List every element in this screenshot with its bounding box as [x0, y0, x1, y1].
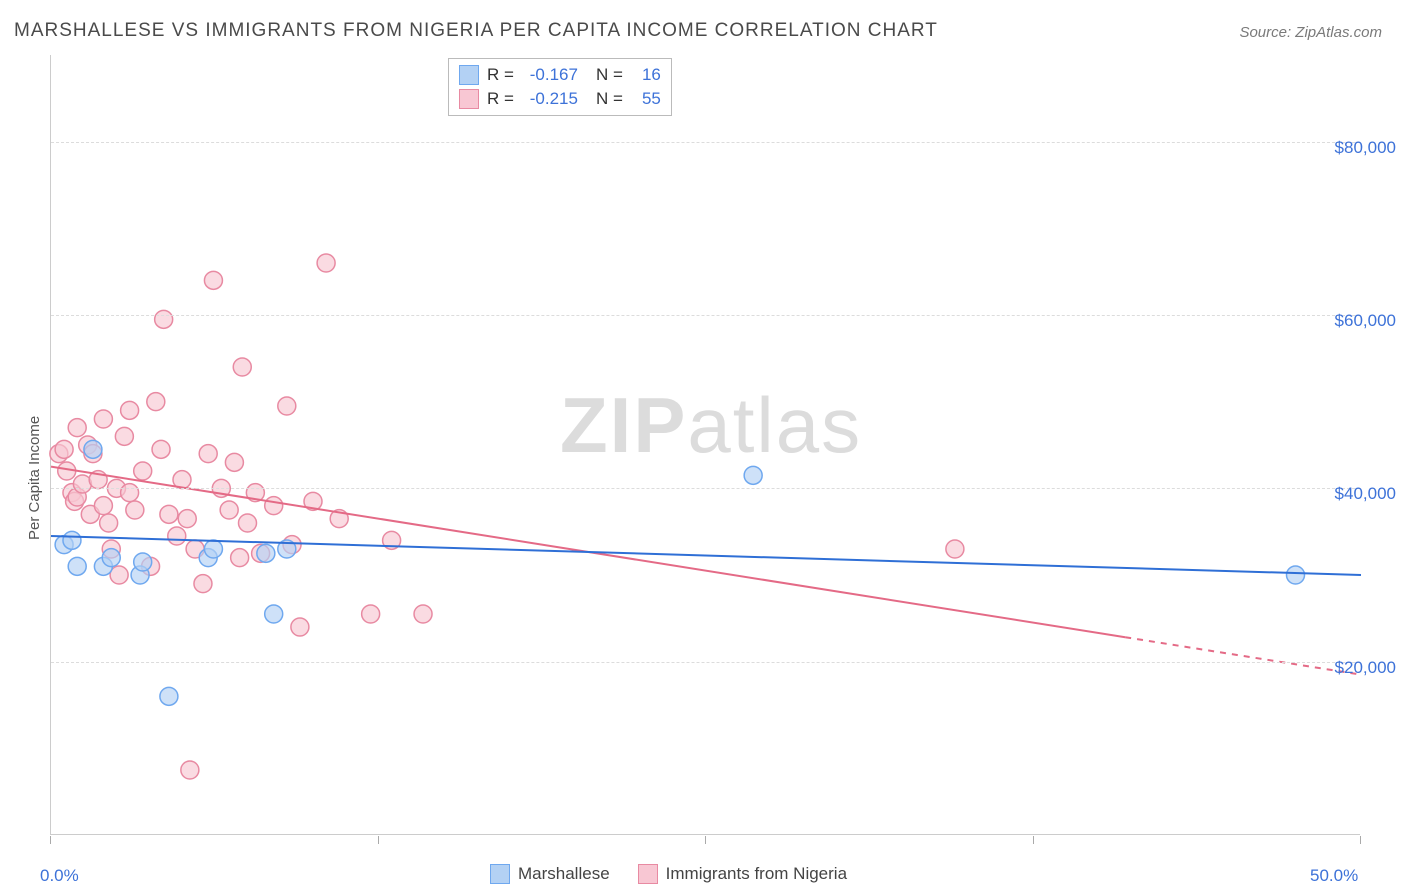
chart-area	[50, 55, 1360, 835]
x-tick-label: 0.0%	[40, 866, 79, 886]
data-point-pink	[233, 358, 251, 376]
data-point-pink	[204, 271, 222, 289]
r-label-2: R =	[487, 89, 514, 109]
data-point-blue	[204, 540, 222, 558]
data-point-pink	[278, 397, 296, 415]
data-point-pink	[126, 501, 144, 519]
data-point-pink	[55, 440, 73, 458]
trend-line-pink-dashed	[1125, 637, 1361, 674]
data-point-pink	[362, 605, 380, 623]
data-point-pink	[121, 484, 139, 502]
data-point-pink	[178, 510, 196, 528]
y-tick-label: $40,000	[1335, 484, 1396, 504]
x-tick-mark	[1360, 836, 1361, 844]
data-point-blue	[744, 466, 762, 484]
data-point-pink	[220, 501, 238, 519]
data-point-blue	[68, 557, 86, 575]
n-label: N =	[596, 65, 623, 85]
legend-bottom-swatch-pink-icon	[638, 864, 658, 884]
data-point-pink	[94, 410, 112, 428]
data-point-blue	[1287, 566, 1305, 584]
legend-row-1: R = -0.167 N = 16	[459, 63, 661, 87]
data-point-pink	[181, 761, 199, 779]
data-point-pink	[231, 549, 249, 567]
data-point-pink	[946, 540, 964, 558]
r-value-blue: -0.167	[522, 65, 578, 85]
data-point-pink	[68, 419, 86, 437]
legend-swatch-pink-icon	[459, 89, 479, 109]
data-point-pink	[121, 401, 139, 419]
data-point-pink	[265, 497, 283, 515]
data-point-pink	[100, 514, 118, 532]
data-point-pink	[155, 310, 173, 328]
legend-bottom-label-blue: Marshallese	[518, 864, 610, 884]
legend-bottom-label-pink: Immigrants from Nigeria	[666, 864, 847, 884]
data-point-pink	[225, 453, 243, 471]
chart-svg	[51, 55, 1360, 834]
n-value-blue: 16	[631, 65, 661, 85]
data-point-blue	[84, 440, 102, 458]
data-point-blue	[160, 687, 178, 705]
legend-swatch-blue-icon	[459, 65, 479, 85]
data-point-pink	[168, 527, 186, 545]
gridline	[51, 488, 1360, 489]
source-label: Source: ZipAtlas.com	[1239, 24, 1382, 41]
data-point-blue	[265, 605, 283, 623]
data-point-blue	[257, 544, 275, 562]
n-label-2: N =	[596, 89, 623, 109]
legend-item-blue: Marshallese	[490, 864, 610, 884]
data-point-blue	[63, 531, 81, 549]
x-tick-mark	[378, 836, 379, 844]
data-point-pink	[239, 514, 257, 532]
x-tick-label: 50.0%	[1310, 866, 1358, 886]
legend-item-pink: Immigrants from Nigeria	[638, 864, 847, 884]
r-value-pink: -0.215	[522, 89, 578, 109]
chart-title: MARSHALLESE VS IMMIGRANTS FROM NIGERIA P…	[14, 20, 938, 42]
x-tick-mark	[1033, 836, 1034, 844]
data-point-blue	[134, 553, 152, 571]
data-point-pink	[199, 445, 217, 463]
x-tick-mark	[50, 836, 51, 844]
data-point-pink	[94, 497, 112, 515]
data-point-pink	[317, 254, 335, 272]
data-point-pink	[291, 618, 309, 636]
data-point-pink	[134, 462, 152, 480]
y-tick-label: $20,000	[1335, 658, 1396, 678]
y-tick-label: $80,000	[1335, 138, 1396, 158]
n-value-pink: 55	[631, 89, 661, 109]
y-axis-label: Per Capita Income	[26, 416, 43, 540]
y-tick-label: $60,000	[1335, 311, 1396, 331]
data-point-pink	[194, 575, 212, 593]
gridline	[51, 315, 1360, 316]
gridline	[51, 662, 1360, 663]
x-tick-mark	[705, 836, 706, 844]
data-point-blue	[102, 549, 120, 567]
legend-bottom-swatch-blue-icon	[490, 864, 510, 884]
series-legend: Marshallese Immigrants from Nigeria	[490, 864, 847, 884]
data-point-pink	[414, 605, 432, 623]
data-point-pink	[115, 427, 133, 445]
correlation-legend: R = -0.167 N = 16 R = -0.215 N = 55	[448, 58, 672, 116]
data-point-pink	[147, 393, 165, 411]
r-label: R =	[487, 65, 514, 85]
legend-row-2: R = -0.215 N = 55	[459, 87, 661, 111]
gridline	[51, 142, 1360, 143]
data-point-pink	[152, 440, 170, 458]
data-point-pink	[160, 505, 178, 523]
